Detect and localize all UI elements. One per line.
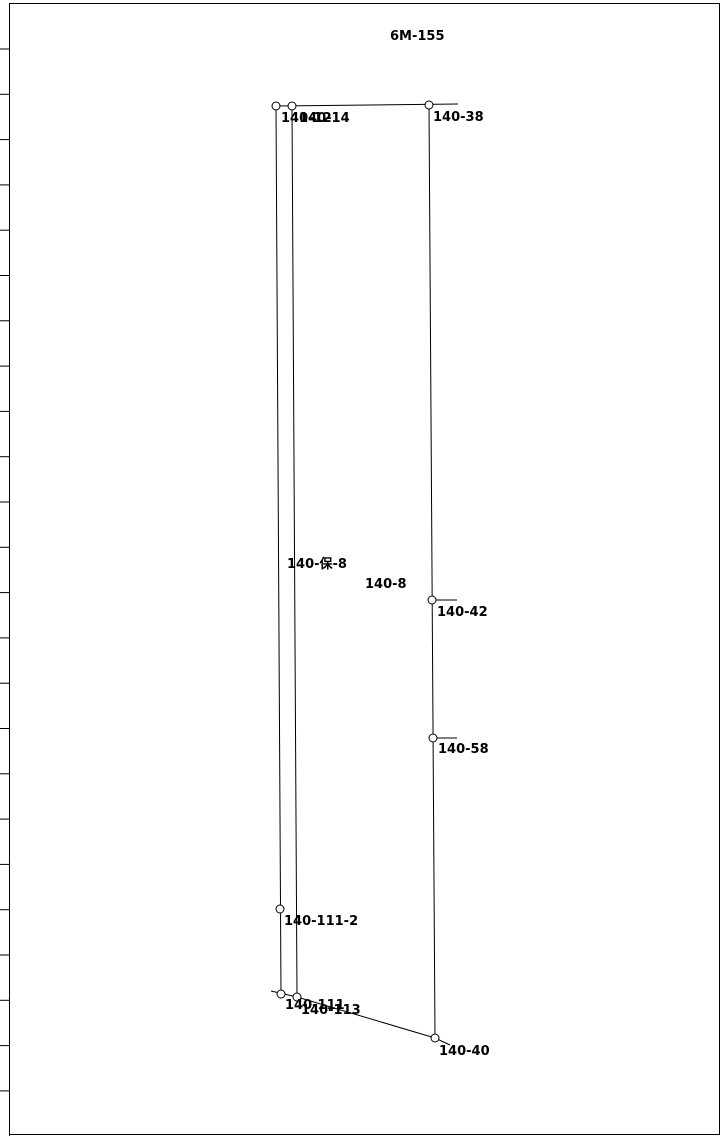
- label-140-58: 140-58: [438, 742, 489, 757]
- point-140-113[interactable]: [292, 992, 302, 1002]
- point-140-12[interactable]: [271, 101, 281, 111]
- left-ruler-ticks: [0, 3, 10, 1136]
- label-140-38: 140-38: [433, 110, 484, 125]
- label-140-40: 140-40: [439, 1044, 490, 1059]
- point-140-38[interactable]: [424, 100, 434, 110]
- label-140-111-2: 140-111-2: [284, 914, 358, 929]
- parcel-label-strip: 140-保-8: [287, 556, 347, 572]
- boundary-bottom: [296, 996, 436, 1039]
- boundary-left-inner: [291, 105, 298, 998]
- sheet-frame: [9, 3, 720, 1135]
- survey-points: [271, 100, 440, 1043]
- label-140-113: 140-113: [301, 1003, 361, 1018]
- label-140-14: 140-14: [299, 111, 350, 126]
- sheet-title: 6M-155: [390, 29, 445, 44]
- point-140-111[interactable]: [276, 989, 286, 999]
- point-140-58[interactable]: [428, 733, 438, 743]
- parcel-label-main: 140-8: [365, 577, 407, 592]
- boundary-left-outer: [275, 105, 282, 995]
- boundary-lines: [270, 103, 459, 1046]
- point-140-40[interactable]: [430, 1033, 440, 1043]
- point-140-111-2[interactable]: [275, 904, 285, 914]
- label-140-111: 140-111: [285, 998, 345, 1013]
- point-140-14[interactable]: [287, 101, 297, 111]
- point-140-42[interactable]: [427, 595, 437, 605]
- label-140-42: 140-42: [437, 605, 488, 620]
- point-labels: 140-12 140-14 140-38 140-42 140-58 140-1…: [281, 110, 490, 1059]
- label-140-12: 140-12: [281, 111, 332, 126]
- boundary-right: [428, 104, 436, 1039]
